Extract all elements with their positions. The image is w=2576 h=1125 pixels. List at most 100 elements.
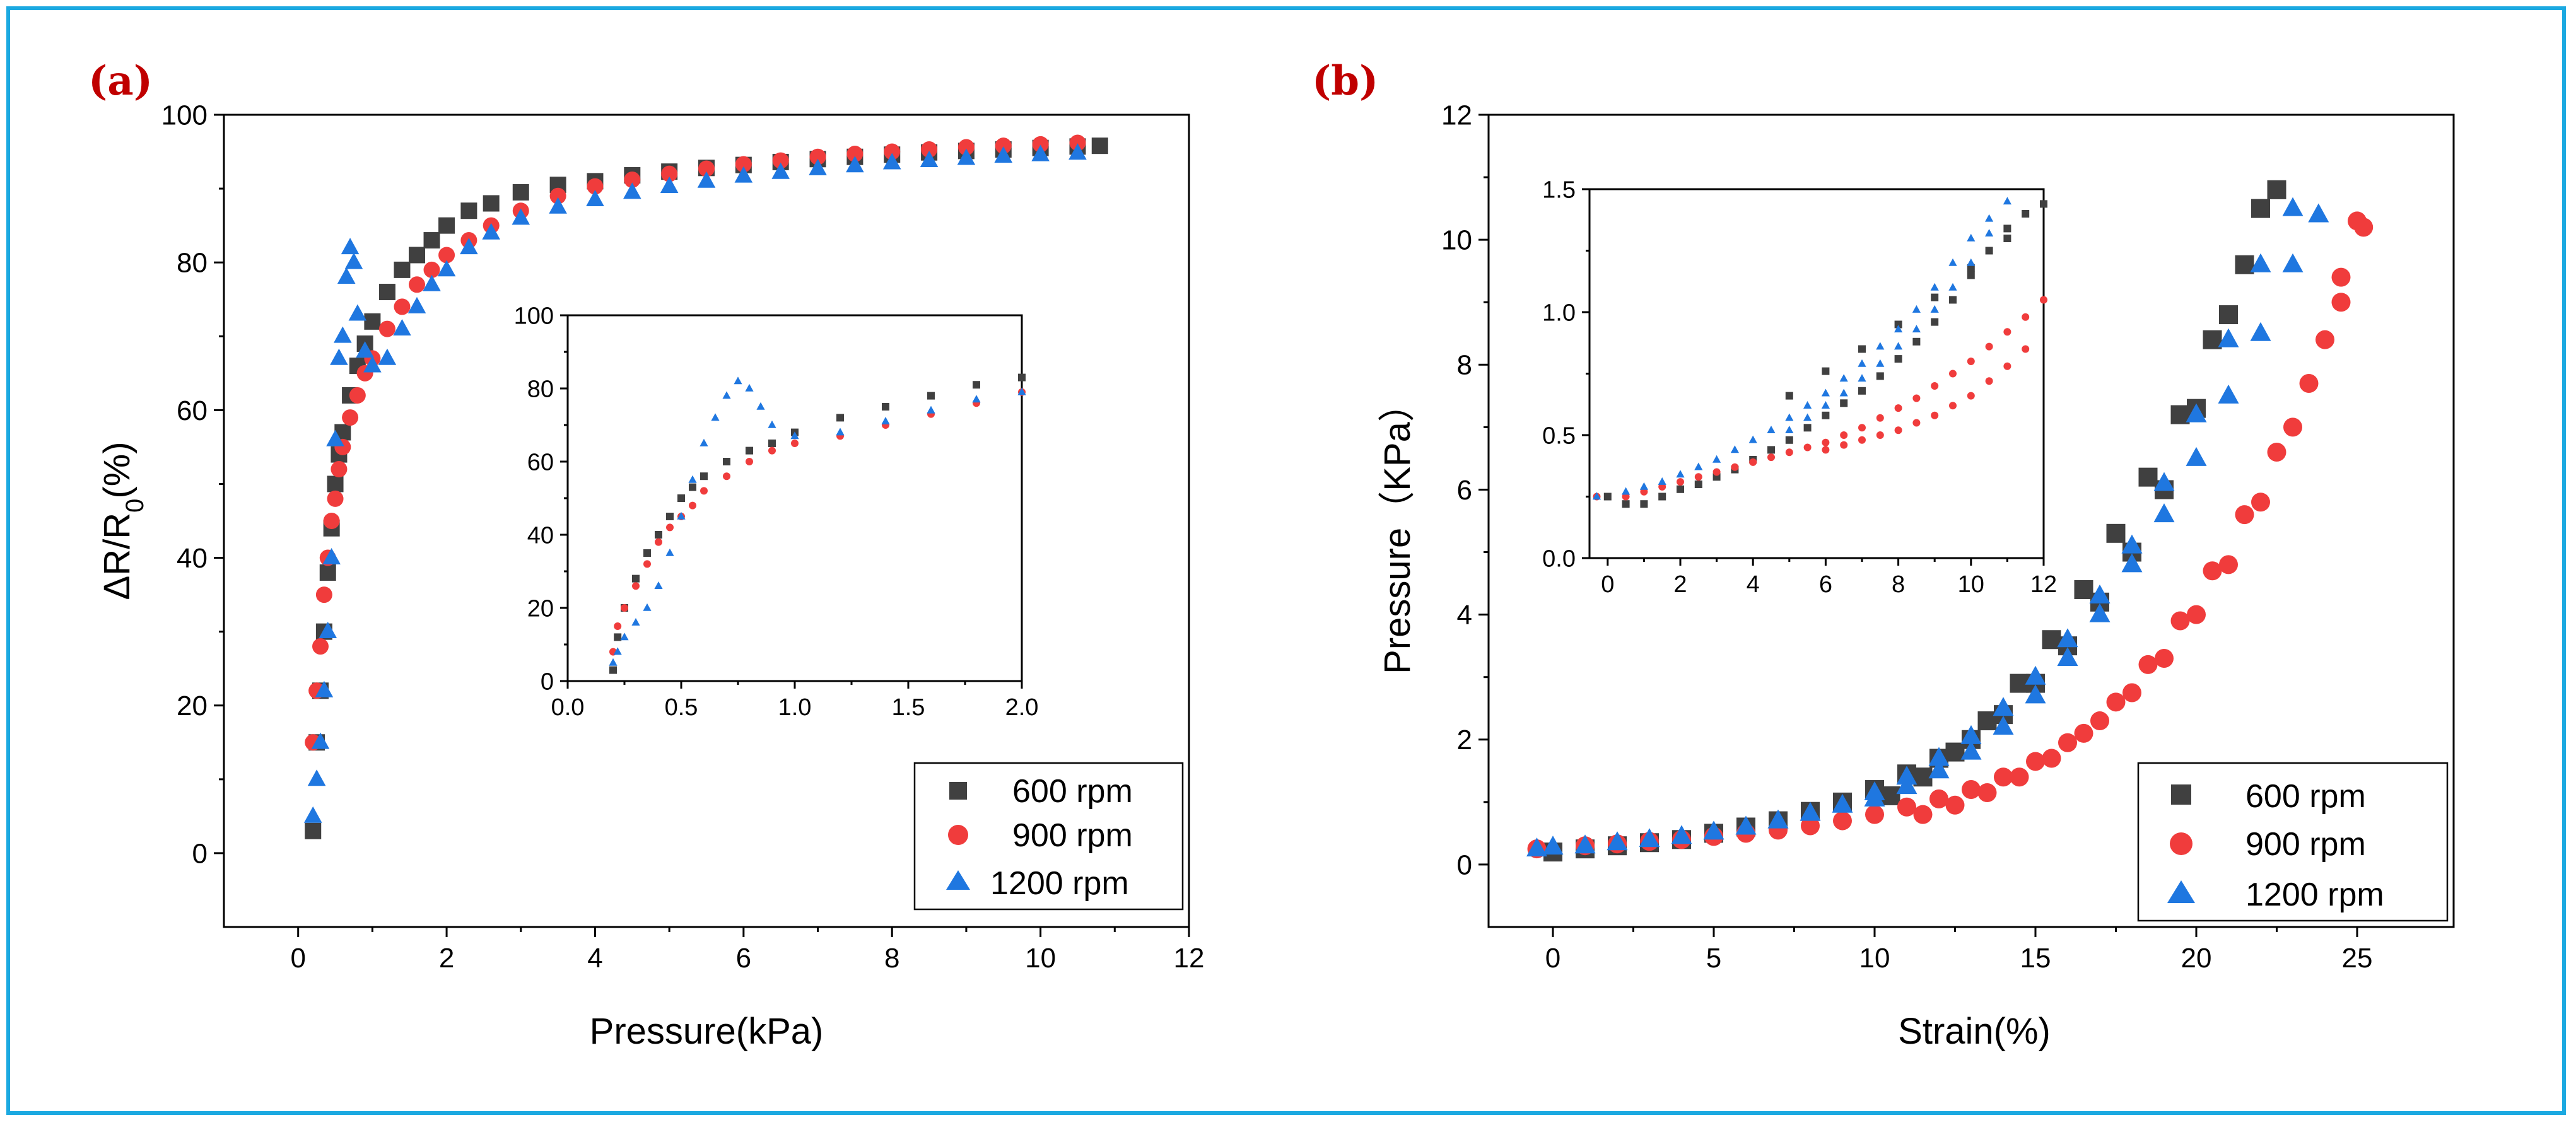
data-point-1200-rpm	[1930, 283, 1939, 291]
data-point-900-rpm	[2026, 752, 2045, 771]
data-point-900-rpm	[809, 148, 826, 165]
data-point-600-rpm	[2003, 224, 2011, 233]
x-tick-label: 0	[1545, 943, 1560, 974]
data-point-600-rpm	[973, 381, 980, 389]
data-point-1200-rpm	[2308, 203, 2329, 223]
data-point-900-rpm	[661, 165, 678, 182]
data-point-1200-rpm	[697, 171, 716, 188]
data-point-1200-rpm	[756, 402, 765, 410]
data-point-600-rpm	[1840, 399, 1848, 407]
data-point-900-rpm	[2058, 733, 2077, 752]
panel-b-y-axis-title: Pressure（KPa）	[1377, 385, 1418, 674]
data-point-1200-rpm	[1928, 747, 1950, 766]
data-point-900-rpm	[2170, 611, 2190, 631]
data-point-900-rpm	[549, 187, 566, 204]
data-point-900-rpm	[995, 137, 1012, 154]
data-point-600-rpm	[1603, 493, 1612, 501]
data-point-900-rpm	[2251, 493, 2270, 512]
data-point-900-rpm	[643, 560, 651, 568]
data-point-900-rpm	[2235, 505, 2254, 525]
data-point-600-rpm	[512, 184, 529, 201]
data-point-900-rpm	[1767, 453, 1775, 462]
x-tick-label: 10	[1958, 571, 1984, 598]
data-point-900-rpm	[2299, 374, 2319, 393]
data-point-1200-rpm	[2089, 603, 2111, 622]
data-point-1200-rpm	[326, 429, 344, 446]
x-tick-label: 0	[290, 943, 305, 974]
y-tick-label: 0.0	[1542, 545, 1576, 572]
data-point-1200-rpm	[882, 153, 901, 170]
panel-a-legend-label-900: 900 rpm	[1012, 817, 1133, 854]
data-point-900-rpm	[2203, 561, 2222, 581]
data-point-600-rpm	[2138, 467, 2158, 487]
data-point-900-rpm	[2106, 692, 2126, 712]
data-point-1200-rpm	[437, 260, 456, 277]
data-point-900-rpm	[2003, 328, 2011, 336]
data-point-1200-rpm	[771, 162, 790, 179]
data-point-1200-rpm	[1993, 715, 2014, 735]
data-point-1200-rpm	[337, 267, 356, 284]
data-point-900-rpm	[846, 146, 864, 163]
y-tick-label: 8	[1457, 350, 1472, 381]
data-point-1200-rpm	[734, 376, 742, 385]
data-point-600-rpm	[1912, 337, 1921, 346]
data-point-1200-rpm	[549, 197, 567, 214]
data-point-1200-rpm	[2218, 328, 2239, 347]
data-point-900-rpm	[409, 276, 425, 293]
data-point-1200-rpm	[2282, 253, 2304, 272]
data-point-1200-rpm	[1658, 477, 1666, 485]
data-point-1200-rpm	[341, 238, 360, 255]
panel-b-legend-label-600: 600 rpm	[2245, 778, 2366, 815]
data-point-600-rpm	[319, 564, 336, 581]
data-point-1200-rpm	[1912, 305, 1921, 313]
data-point-600-rpm	[882, 403, 889, 411]
y-tick-label: 6	[1457, 475, 1472, 506]
data-point-1200-rpm	[1960, 740, 1982, 760]
panel-b-legend-marker-1200	[2167, 880, 2195, 903]
data-point-1200-rpm	[586, 190, 604, 207]
data-point-600-rpm	[689, 483, 696, 491]
data-point-600-rpm	[2267, 180, 2286, 199]
data-point-900-rpm	[1785, 448, 1793, 457]
data-point-900-rpm	[2283, 417, 2302, 437]
data-point-600-rpm	[1967, 271, 1975, 279]
data-point-600-rpm	[2003, 235, 2011, 242]
data-point-600-rpm	[2219, 305, 2238, 325]
data-point-600-rpm	[1913, 767, 1933, 787]
data-point-900-rpm	[700, 487, 708, 495]
x-tick-label: 1.5	[892, 694, 925, 721]
data-point-1200-rpm	[1896, 775, 1917, 795]
data-point-900-rpm	[2074, 723, 2093, 743]
data-point-1200-rpm	[1767, 809, 1789, 829]
data-point-600-rpm	[632, 574, 640, 583]
data-point-1200-rpm	[846, 156, 864, 173]
data-point-900-rpm	[587, 178, 604, 195]
data-point-900-rpm	[1931, 382, 1939, 390]
data-point-1200-rpm	[423, 274, 441, 291]
y-tick-label: 0	[192, 838, 208, 869]
data-point-1200-rpm	[2121, 553, 2143, 573]
data-point-1200-rpm	[2250, 253, 2271, 272]
data-point-1200-rpm	[1031, 144, 1050, 161]
data-point-600-rpm	[2074, 580, 2093, 599]
data-point-600-rpm	[1677, 485, 1684, 493]
data-point-900-rpm	[1803, 443, 1812, 452]
data-point-1200-rpm	[881, 417, 890, 424]
panel-a-inset-frame	[566, 314, 1023, 682]
data-point-900-rpm	[2003, 362, 2011, 370]
data-point-1200-rpm	[1639, 482, 1648, 490]
data-point-900-rpm	[2331, 293, 2351, 312]
data-point-900-rpm	[2122, 683, 2141, 702]
data-point-900-rpm	[2090, 711, 2109, 731]
data-point-900-rpm	[394, 298, 411, 315]
data-point-600-rpm	[1894, 355, 1902, 363]
panel-a-legend-marker-600	[949, 782, 967, 800]
panel-b-label: (b)	[1312, 57, 1378, 105]
data-point-1200-rpm	[407, 296, 426, 313]
data-point-900-rpm	[342, 409, 359, 426]
y-tick-label: 40	[527, 522, 554, 549]
data-point-900-rpm	[2042, 749, 2061, 768]
x-tick-label: 15	[2020, 943, 2051, 974]
data-point-900-rpm	[746, 458, 753, 465]
data-point-600-rpm	[836, 414, 844, 422]
